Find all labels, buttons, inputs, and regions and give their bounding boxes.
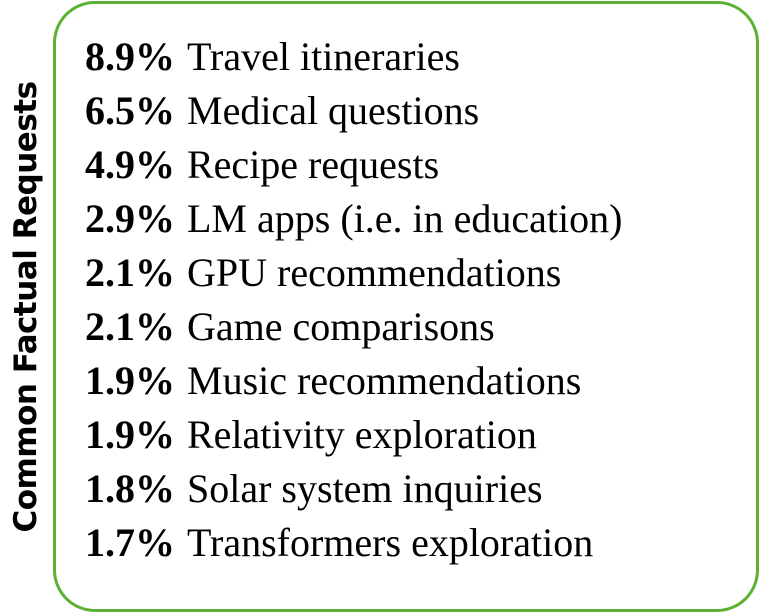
item-percent: 1.8% — [85, 466, 175, 511]
item-label: Medical questions — [187, 88, 480, 133]
list-item: 2.1% Game comparisons — [85, 300, 622, 354]
item-label: Travel itineraries — [187, 34, 460, 79]
item-label: Relativity exploration — [187, 412, 537, 457]
item-percent: 1.9% — [85, 358, 175, 403]
item-label: Music recommendations — [187, 358, 582, 403]
item-percent: 4.9% — [85, 142, 175, 187]
item-label: Game comparisons — [187, 304, 495, 349]
item-label: Recipe requests — [187, 142, 440, 187]
side-title: Common Factual Requests — [4, 0, 48, 614]
item-percent: 6.5% — [85, 88, 175, 133]
item-label: GPU recommendations — [187, 250, 562, 295]
list-item: 8.9% Travel itineraries — [85, 30, 622, 84]
item-percent: 1.7% — [85, 520, 175, 565]
list-item: 2.9% LM apps (i.e. in education) — [85, 192, 622, 246]
item-label: LM apps (i.e. in education) — [187, 196, 623, 241]
title-text: Common Factual Requests — [8, 81, 44, 533]
list-item: 6.5% Medical questions — [85, 84, 622, 138]
item-label: Transformers exploration — [187, 520, 594, 565]
item-percent: 1.9% — [85, 412, 175, 457]
list-item: 1.9% Relativity exploration — [85, 408, 622, 462]
list-item: 4.9% Recipe requests — [85, 138, 622, 192]
list-item: 1.8% Solar system inquiries — [85, 462, 622, 516]
list-item: 1.7% Transformers exploration — [85, 516, 622, 570]
list-item: 1.9% Music recommendations — [85, 354, 622, 408]
item-percent: 2.1% — [85, 250, 175, 295]
item-percent: 2.9% — [85, 196, 175, 241]
item-label: Solar system inquiries — [187, 466, 543, 511]
request-list: 8.9% Travel itineraries 6.5% Medical quest… — [85, 30, 622, 570]
item-percent: 8.9% — [85, 34, 175, 79]
list-item: 2.1% GPU recommendations — [85, 246, 622, 300]
request-box — [53, 1, 759, 612]
item-percent: 2.1% — [85, 304, 175, 349]
